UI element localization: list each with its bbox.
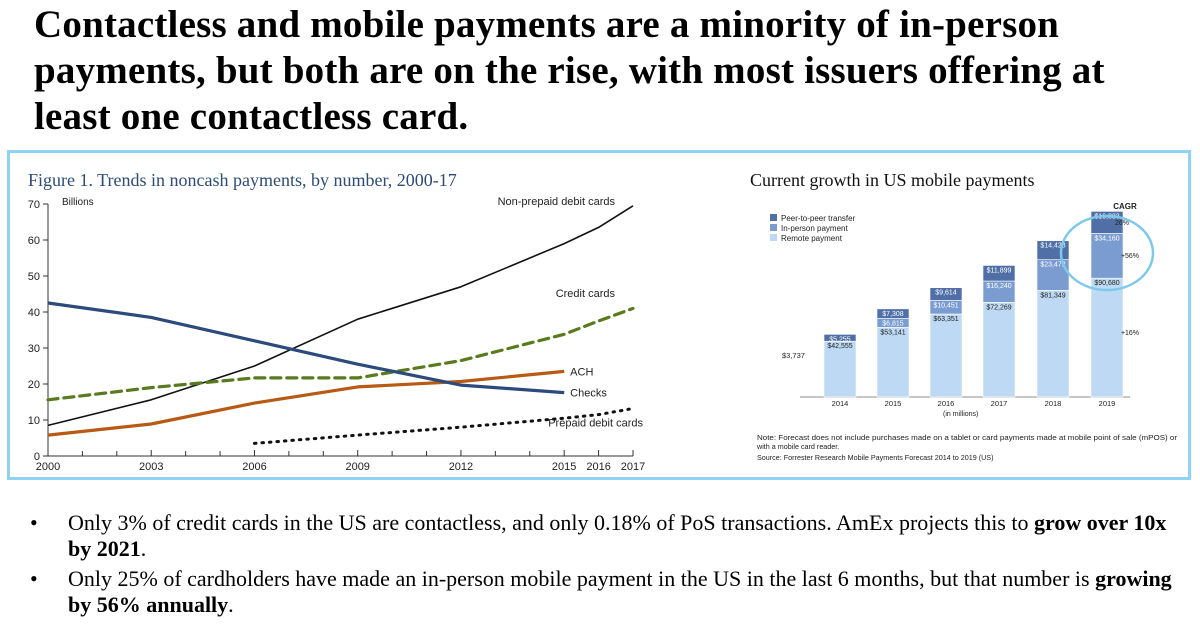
bar-value-label: $23,472 <box>1040 262 1065 269</box>
bar-value-label: $42,555 <box>827 343 852 350</box>
y-tick-label: 20 <box>28 379 40 391</box>
y-tick-label: 60 <box>28 235 40 247</box>
bar-value-label: $16,240 <box>986 283 1011 290</box>
x-tick-label: 2009 <box>345 461 369 473</box>
bar-segment <box>876 308 910 319</box>
series-label: Non-prepaid debit cards <box>498 196 616 208</box>
x-tick-label: 2012 <box>449 461 473 473</box>
legend-label: Peer-to-peer transfer <box>781 214 856 223</box>
bar-segment <box>876 327 910 398</box>
series-line <box>47 205 634 427</box>
series-line <box>46 306 635 402</box>
chart2-note: Note: Forecast does not include purchase… <box>757 433 1178 442</box>
bar-value-label: $6,815 <box>882 320 904 327</box>
bar-value-label: $63,351 <box>933 316 958 323</box>
chart2-source: Source: Forrester Research Mobile Paymen… <box>757 453 994 462</box>
bullet-item: • Only 25% of cardholders have made an in… <box>30 566 1180 618</box>
bar-value-label: $53,141 <box>880 329 905 336</box>
x-tick-label: 2006 <box>242 461 266 473</box>
bar-segment <box>982 302 1016 398</box>
bar-value-label: $9,614 <box>935 290 957 297</box>
legend-label: Remote payment <box>781 234 843 243</box>
legend-swatch <box>770 234 777 241</box>
cagr-value: +16% <box>1121 330 1139 337</box>
series-line <box>47 369 565 437</box>
bar-value-label: $10,451 <box>933 302 958 309</box>
bar-segment <box>929 313 963 398</box>
x-tick-label: 2018 <box>1045 399 1062 408</box>
y-tick-label: 30 <box>28 343 40 355</box>
x-axis-label: (in millions) <box>943 411 978 418</box>
y-tick-label: 10 <box>28 415 40 427</box>
bullet-bold: grow over 10x by 2021 <box>68 510 1167 561</box>
x-tick-label: 2016 <box>586 461 610 473</box>
bar-segment <box>1090 277 1124 398</box>
chart1-title: Figure 1. Trends in noncash payments, by… <box>28 170 457 190</box>
bar-segment <box>1036 290 1070 398</box>
x-tick-label: 2016 <box>938 399 955 408</box>
x-tick-label: 2014 <box>832 399 849 408</box>
chart2-title: Current growth in US mobile payments <box>750 170 1034 190</box>
bar-value-label: $11,899 <box>987 267 1012 274</box>
headline: Contactless and mobile payments are a mi… <box>34 3 1105 138</box>
cagr-value: +56% <box>1121 253 1139 260</box>
bullet-list: • Only 3% of credit cards in the US are c… <box>30 510 1180 622</box>
bullet-glyph: • <box>30 566 38 591</box>
bar-value-label: $5,255 <box>829 336 851 343</box>
cagr-value: 26% <box>1115 220 1129 227</box>
bar-value-label: $7,308 <box>882 311 904 318</box>
bullet-tail: . <box>140 536 147 561</box>
bullet-glyph: • <box>30 510 38 535</box>
x-tick-label: 2015 <box>552 461 576 473</box>
series-line <box>253 407 635 445</box>
y-tick-label: 40 <box>28 307 40 319</box>
y-tick-label: 70 <box>28 199 40 211</box>
series-line <box>47 301 565 395</box>
x-tick-label: 2019 <box>1099 399 1116 408</box>
bullet-text: Only 25% of cardholders have made an in-… <box>68 566 1096 591</box>
bar-value-label: $14,428 <box>1040 243 1065 250</box>
bar-segment <box>823 334 857 342</box>
bullet-text: Only 3% of credit cards in the US are co… <box>68 510 1034 535</box>
bar-value-label: $3,737 <box>782 351 805 360</box>
bullet-bold: growing by 56% annually <box>68 566 1172 617</box>
x-tick-label: 2017 <box>621 461 645 473</box>
legend-label: In-person payment <box>781 224 848 233</box>
legend-swatch <box>770 214 777 221</box>
bar-value-label: $34,160 <box>1094 235 1119 242</box>
cagr-title: CAGR <box>1113 202 1137 211</box>
series-label: ACH <box>570 366 593 378</box>
y-tick-label: 50 <box>28 271 40 283</box>
bar-segment <box>982 265 1016 282</box>
bullet-item: • Only 3% of credit cards in the US are c… <box>30 510 1180 562</box>
bullet-tail: . <box>228 592 234 617</box>
y-tick-label: 0 <box>34 451 40 463</box>
x-tick-label: 2003 <box>139 461 163 473</box>
bar-segment <box>929 287 963 301</box>
series-label: Credit cards <box>556 288 616 300</box>
chart2-note: with a mobile card reader. <box>756 442 839 451</box>
bar-value-label: $90,680 <box>1094 280 1119 287</box>
highlight-circle <box>1059 214 1155 292</box>
mobile-payments-bar-chart: Current growth in US mobile payments Pee… <box>750 170 1178 462</box>
bar-value-label: $72,269 <box>986 304 1011 311</box>
bar-value-label: $81,349 <box>1040 292 1065 299</box>
bar-segment <box>1090 233 1124 279</box>
x-tick-label: 2000 <box>36 461 60 473</box>
x-tick-label: 2017 <box>991 399 1008 408</box>
x-tick-label: 2015 <box>885 399 902 408</box>
series-label: Prepaid debit cards <box>548 417 643 429</box>
figure-frame: Figure 1. Trends in noncash payments, by… <box>7 150 1191 480</box>
series-label: Checks <box>570 388 607 400</box>
noncash-payments-line-chart: Figure 1. Trends in noncash payments, by… <box>28 170 645 473</box>
chart1-ylabel: Billions <box>62 197 94 208</box>
legend-swatch <box>770 224 777 231</box>
